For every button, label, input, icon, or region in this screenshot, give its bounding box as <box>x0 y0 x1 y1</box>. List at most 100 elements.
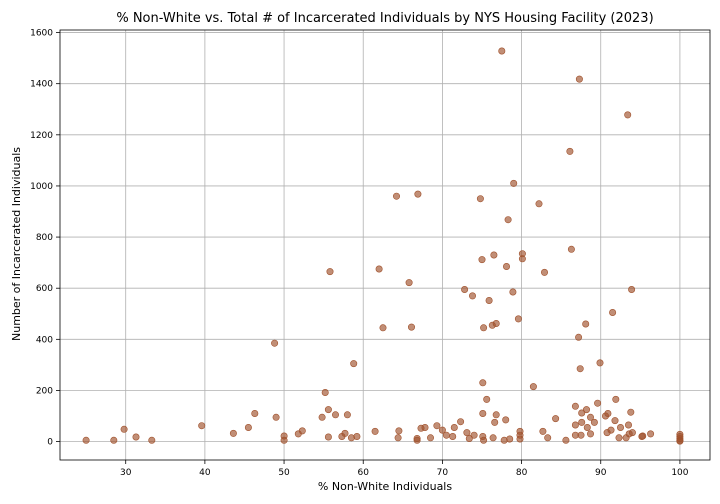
data-point <box>414 190 422 198</box>
data-point <box>575 333 583 341</box>
data-point <box>628 285 636 293</box>
data-point <box>244 423 252 431</box>
data-point <box>392 192 400 200</box>
data-point <box>492 411 500 419</box>
data-point <box>607 426 615 434</box>
data-point <box>594 399 602 407</box>
data-point <box>578 409 586 417</box>
data-point <box>353 432 361 440</box>
data-point <box>371 427 379 435</box>
data-point <box>479 409 487 417</box>
data-point <box>544 434 552 442</box>
data-point <box>483 395 491 403</box>
data-point <box>395 427 403 435</box>
data-point <box>506 435 514 443</box>
data-point <box>110 436 118 444</box>
data-point <box>272 413 280 421</box>
data-point <box>552 415 560 423</box>
y-tick-label: 400 <box>36 335 53 345</box>
data-point <box>491 418 499 426</box>
data-point <box>271 339 279 347</box>
x-tick-label: 60 <box>358 468 370 478</box>
data-point <box>318 413 326 421</box>
data-point <box>326 268 334 276</box>
data-point <box>609 308 617 316</box>
data-point <box>478 256 486 264</box>
data-point <box>433 422 441 430</box>
data-point <box>405 279 413 287</box>
data-point <box>627 408 635 416</box>
data-point <box>229 429 237 437</box>
data-point <box>479 379 487 387</box>
data-point <box>590 418 598 426</box>
data-point <box>457 418 465 426</box>
data-point <box>298 427 306 435</box>
data-point <box>438 426 446 434</box>
data-point <box>615 434 623 442</box>
data-point <box>341 429 349 437</box>
data-point <box>450 423 458 431</box>
x-tick-label: 30 <box>120 468 132 478</box>
data-point <box>375 265 383 273</box>
data-point <box>504 216 512 224</box>
data-point <box>350 360 358 368</box>
data-point <box>576 365 584 373</box>
data-point <box>449 432 457 440</box>
y-tick-label: 1400 <box>30 80 53 90</box>
data-point <box>394 434 402 442</box>
y-tick-label: 600 <box>36 284 53 294</box>
data-point <box>639 432 647 440</box>
data-point <box>578 418 586 426</box>
grid <box>60 30 710 460</box>
data-point <box>426 434 434 442</box>
data-point <box>577 431 585 439</box>
data-point <box>676 437 684 445</box>
data-point <box>480 436 488 444</box>
y-tick-label: 200 <box>36 386 53 396</box>
data-point <box>132 433 140 441</box>
data-point <box>198 422 206 430</box>
data-point <box>463 429 471 437</box>
y-tick-label: 800 <box>36 233 53 243</box>
data-point <box>120 425 128 433</box>
data-point <box>562 436 570 444</box>
data-point <box>489 434 497 442</box>
data-point <box>468 292 476 300</box>
x-tick-label: 70 <box>437 468 449 478</box>
data-point <box>571 402 579 410</box>
data-point <box>596 359 604 367</box>
data-point <box>251 409 259 417</box>
data-point <box>604 409 612 417</box>
x-tick-label: 50 <box>278 468 290 478</box>
y-axis-label: Number of Incarcerated Individuals <box>10 147 23 341</box>
data-point <box>510 179 518 187</box>
data-point <box>502 416 510 424</box>
data-point <box>586 413 594 421</box>
data-point <box>343 411 351 419</box>
data-point <box>498 47 506 55</box>
y-tick-label: 0 <box>47 438 53 448</box>
data-point <box>575 75 583 83</box>
data-point <box>490 251 498 259</box>
data-point <box>586 430 594 438</box>
data-point <box>518 250 526 258</box>
data-point <box>324 406 332 414</box>
data-point <box>321 388 329 396</box>
data-point <box>331 411 339 419</box>
data-point <box>492 319 500 327</box>
data-point <box>612 395 620 403</box>
data-points <box>82 47 684 445</box>
data-point <box>413 434 421 442</box>
data-point <box>582 320 590 328</box>
data-point <box>509 288 517 296</box>
data-point <box>379 324 387 332</box>
x-axis-ticks: 30 40 50 60 70 80 90 100 <box>120 460 689 478</box>
data-point <box>583 423 591 431</box>
data-point <box>407 323 415 331</box>
data-point <box>647 430 655 438</box>
x-tick-label: 40 <box>199 468 211 478</box>
data-point <box>624 421 632 429</box>
data-point <box>616 423 624 431</box>
x-tick-label: 90 <box>595 468 607 478</box>
